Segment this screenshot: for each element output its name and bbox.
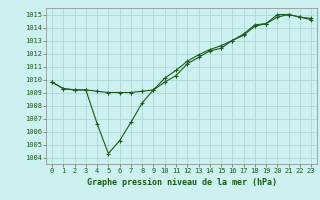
X-axis label: Graphe pression niveau de la mer (hPa): Graphe pression niveau de la mer (hPa) (87, 178, 276, 187)
